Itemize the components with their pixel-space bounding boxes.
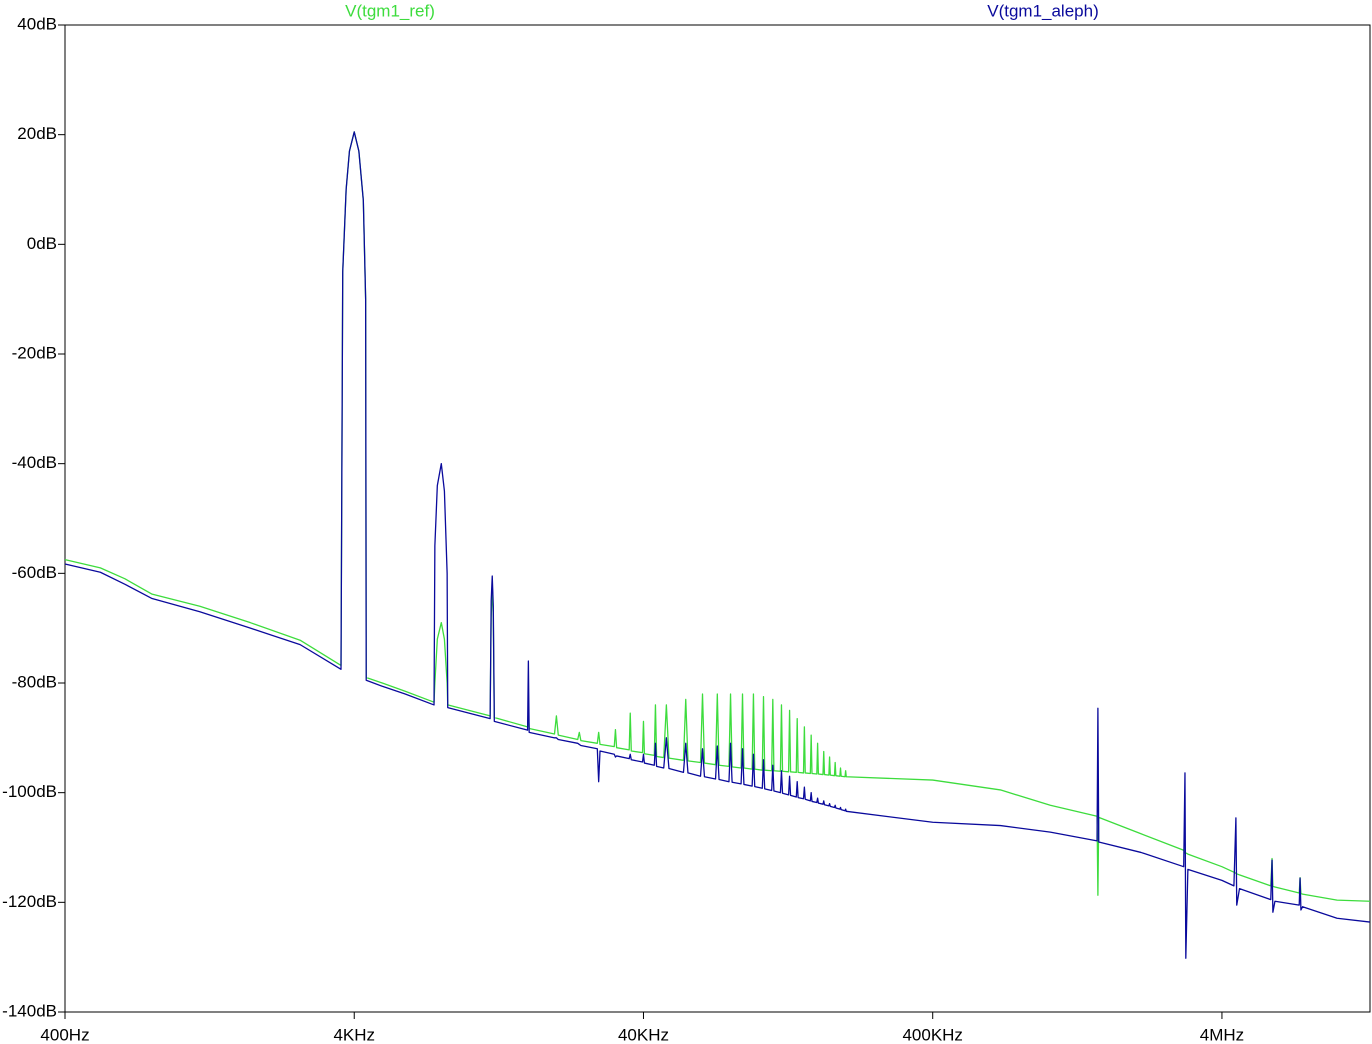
legend-entry: V(tgm1_aleph) xyxy=(987,1,1099,20)
y-tick-label: 20dB xyxy=(17,124,57,143)
series-line xyxy=(64,131,1371,902)
y-tick-label: -20dB xyxy=(12,343,57,362)
plot-frame xyxy=(64,24,1371,1013)
y-tick-label: 40dB xyxy=(17,14,57,33)
y-tick-label: -100dB xyxy=(2,782,57,801)
y-tick-label: -40dB xyxy=(12,453,57,472)
x-tick-label: 400KHz xyxy=(902,1025,962,1044)
legend-entry: V(tgm1_ref) xyxy=(345,1,435,20)
x-tick-label: 4MHz xyxy=(1200,1025,1244,1044)
y-tick-label: -80dB xyxy=(12,672,57,691)
y-tick-label: -140dB xyxy=(2,1001,57,1020)
x-tick-label: 40KHz xyxy=(618,1025,669,1044)
y-tick-label: -120dB xyxy=(2,892,57,911)
y-tick-label: 0dB xyxy=(27,234,57,253)
x-tick-label: 400Hz xyxy=(40,1025,89,1044)
series-line xyxy=(64,131,1371,959)
x-tick-label: 4KHz xyxy=(333,1025,375,1044)
y-tick-label: -60dB xyxy=(12,563,57,582)
